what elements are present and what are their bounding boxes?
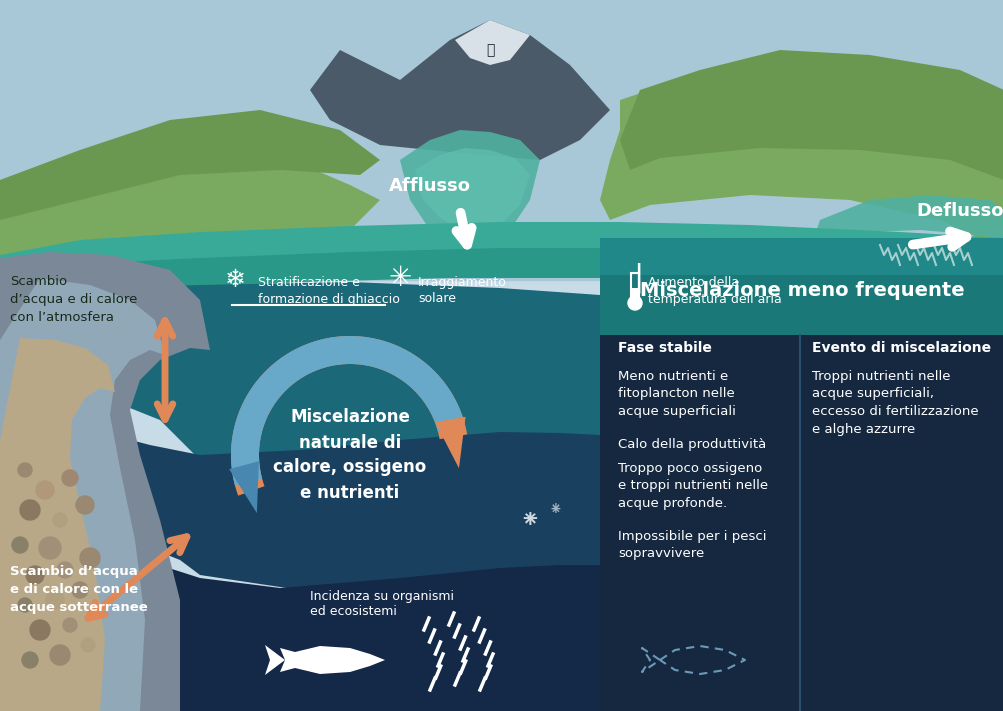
Polygon shape xyxy=(0,420,600,590)
Text: Stratificazione e
formazione di ghiaccio: Stratificazione e formazione di ghiaccio xyxy=(258,276,399,306)
Polygon shape xyxy=(280,646,384,674)
Text: Evento di miscelazione: Evento di miscelazione xyxy=(811,341,990,355)
Polygon shape xyxy=(0,338,115,711)
Polygon shape xyxy=(265,645,285,675)
Text: Irraggiamento
solare: Irraggiamento solare xyxy=(417,276,507,306)
Polygon shape xyxy=(600,238,1003,711)
Text: |: | xyxy=(632,263,643,293)
Text: Scambio
d’acqua e di calore
con l’atmosfera: Scambio d’acqua e di calore con l’atmosf… xyxy=(10,275,137,324)
Circle shape xyxy=(62,470,78,486)
Circle shape xyxy=(86,603,104,621)
Text: Miscelazione
naturale di
calore, ossigeno
e nutrienti: Miscelazione naturale di calore, ossigen… xyxy=(273,409,426,501)
Text: Aumento della
temperatura dell’aria: Aumento della temperatura dell’aria xyxy=(647,276,781,306)
Polygon shape xyxy=(0,80,379,280)
Polygon shape xyxy=(414,148,530,235)
Circle shape xyxy=(26,566,44,584)
Polygon shape xyxy=(231,336,464,486)
Polygon shape xyxy=(434,417,465,469)
Circle shape xyxy=(76,496,94,514)
Polygon shape xyxy=(600,60,1003,250)
Text: Calo della produttività: Calo della produttività xyxy=(618,438,765,451)
Circle shape xyxy=(72,582,88,598)
Text: Afflusso: Afflusso xyxy=(388,177,470,195)
Polygon shape xyxy=(600,238,1003,335)
Circle shape xyxy=(30,620,50,640)
Polygon shape xyxy=(0,252,210,711)
Circle shape xyxy=(50,645,70,665)
Text: Deflusso: Deflusso xyxy=(916,202,1003,220)
Polygon shape xyxy=(620,50,1003,180)
Text: ❄: ❄ xyxy=(225,268,246,292)
Circle shape xyxy=(18,598,32,612)
Bar xyxy=(0,0,1003,280)
Text: Meno nutrienti e
fitoplancton nelle
acque superficiali: Meno nutrienti e fitoplancton nelle acqu… xyxy=(618,370,735,418)
Circle shape xyxy=(12,537,28,553)
Circle shape xyxy=(627,296,641,310)
Circle shape xyxy=(22,652,38,668)
Circle shape xyxy=(36,481,54,499)
Polygon shape xyxy=(0,278,164,711)
Polygon shape xyxy=(231,336,466,496)
Text: Fase stabile: Fase stabile xyxy=(618,341,711,355)
Text: 🐦: 🐦 xyxy=(485,43,493,57)
Polygon shape xyxy=(814,195,1003,240)
Polygon shape xyxy=(310,20,610,160)
Circle shape xyxy=(81,638,95,652)
Bar xyxy=(630,273,638,301)
Polygon shape xyxy=(0,60,379,220)
Circle shape xyxy=(57,562,73,578)
Circle shape xyxy=(20,500,40,520)
Polygon shape xyxy=(0,282,600,470)
Text: Scambio d’acqua
e di calore con le
acque sotterranee: Scambio d’acqua e di calore con le acque… xyxy=(10,565,147,614)
Polygon shape xyxy=(399,130,540,250)
Circle shape xyxy=(63,618,77,632)
Circle shape xyxy=(53,513,67,527)
Circle shape xyxy=(71,528,85,542)
Text: ⁕: ⁕ xyxy=(519,508,540,532)
Bar xyxy=(631,288,637,303)
Polygon shape xyxy=(600,238,1003,275)
Polygon shape xyxy=(0,542,600,711)
Polygon shape xyxy=(0,680,1003,711)
Polygon shape xyxy=(0,248,1003,300)
Circle shape xyxy=(18,463,32,477)
Text: ✳: ✳ xyxy=(388,264,411,292)
Text: Troppi nutrienti nelle
acque superficiali,
eccesso di fertilizzazione
e alghe az: Troppi nutrienti nelle acque superficial… xyxy=(811,370,978,436)
Text: Troppo poco ossigeno
e troppi nutrienti nelle
acque profonde.: Troppo poco ossigeno e troppi nutrienti … xyxy=(618,462,767,510)
Circle shape xyxy=(46,591,64,609)
Text: Impossibile per i pesci
sopravvivere: Impossibile per i pesci sopravvivere xyxy=(618,530,765,560)
Text: Miscelazione meno frequente: Miscelazione meno frequente xyxy=(639,281,963,299)
Circle shape xyxy=(80,548,100,568)
Polygon shape xyxy=(0,222,1003,278)
Text: ⁕: ⁕ xyxy=(548,501,562,519)
Text: Incidenza su organismi
ed ecosistemi: Incidenza su organismi ed ecosistemi xyxy=(310,590,453,618)
Polygon shape xyxy=(454,20,530,65)
Circle shape xyxy=(39,537,61,559)
Polygon shape xyxy=(229,461,259,513)
